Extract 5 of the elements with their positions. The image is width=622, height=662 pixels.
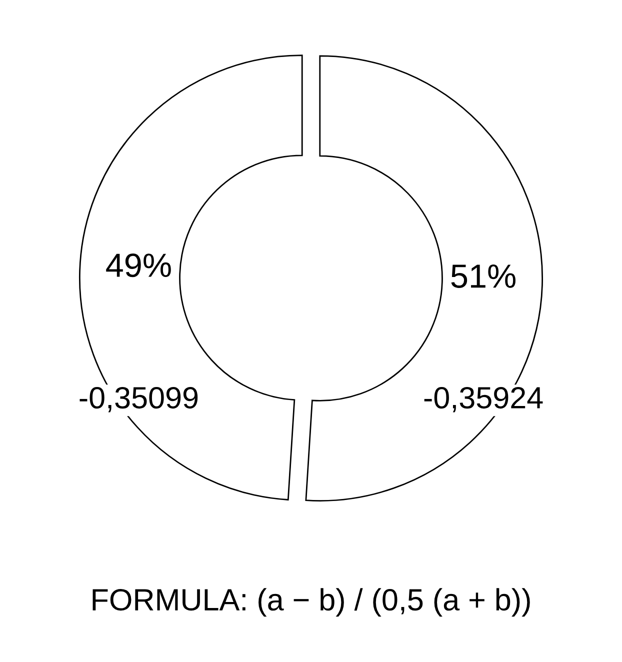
text: -0,35924: [424, 386, 543, 412]
data-label: 51%: [451, 264, 516, 288]
text: FORMULA: (a − b) / (0,5 (a + b)): [92, 588, 530, 617]
data-label: 49%: [106, 254, 171, 278]
text: -0,35099: [80, 386, 198, 412]
